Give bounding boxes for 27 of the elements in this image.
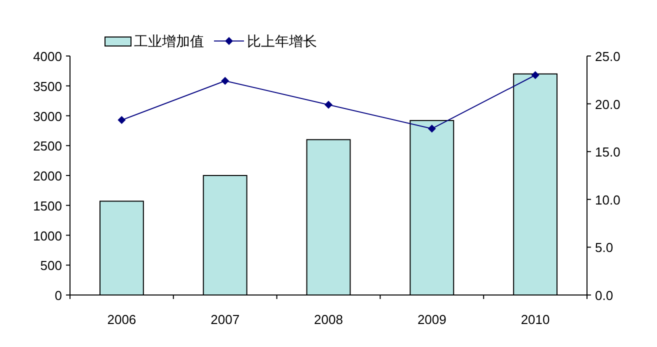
y2-tick-label: 10.0: [595, 192, 620, 208]
y-tick-label: 4000: [33, 49, 62, 64]
point: [428, 124, 436, 133]
y-tick-label: 500: [40, 258, 62, 274]
x-tick-label: 2007: [210, 312, 240, 327]
x-tick-label: 2009: [417, 312, 446, 327]
y-tick-label: 3500: [33, 78, 62, 94]
x-tick-label: 2010: [520, 312, 550, 327]
y-tick-label: 2000: [33, 168, 62, 184]
y2-tick-label: 25.0: [595, 49, 620, 64]
point: [118, 116, 126, 124]
point: [221, 76, 230, 85]
y-tick-label: 2500: [33, 138, 62, 154]
y2-tick-label: 0.0: [595, 288, 614, 303]
y2-tick-label: 20.0: [595, 96, 620, 112]
y-tick-label: 1000: [33, 228, 62, 244]
point: [531, 71, 540, 80]
y-tick-label: 3000: [33, 108, 62, 124]
y2-tick-label: 5.0: [595, 240, 614, 256]
y-tick-label: 1500: [33, 198, 62, 214]
y2-tick-label: 15.0: [595, 144, 620, 160]
point: [324, 100, 332, 109]
y-tick-label: 0: [54, 288, 62, 303]
legend-label: 工业增加值: [134, 33, 204, 49]
x-tick-label: 2008: [314, 312, 343, 327]
legend-label: 比上年增长: [247, 33, 317, 49]
x-tick-label: 2006: [107, 312, 136, 327]
